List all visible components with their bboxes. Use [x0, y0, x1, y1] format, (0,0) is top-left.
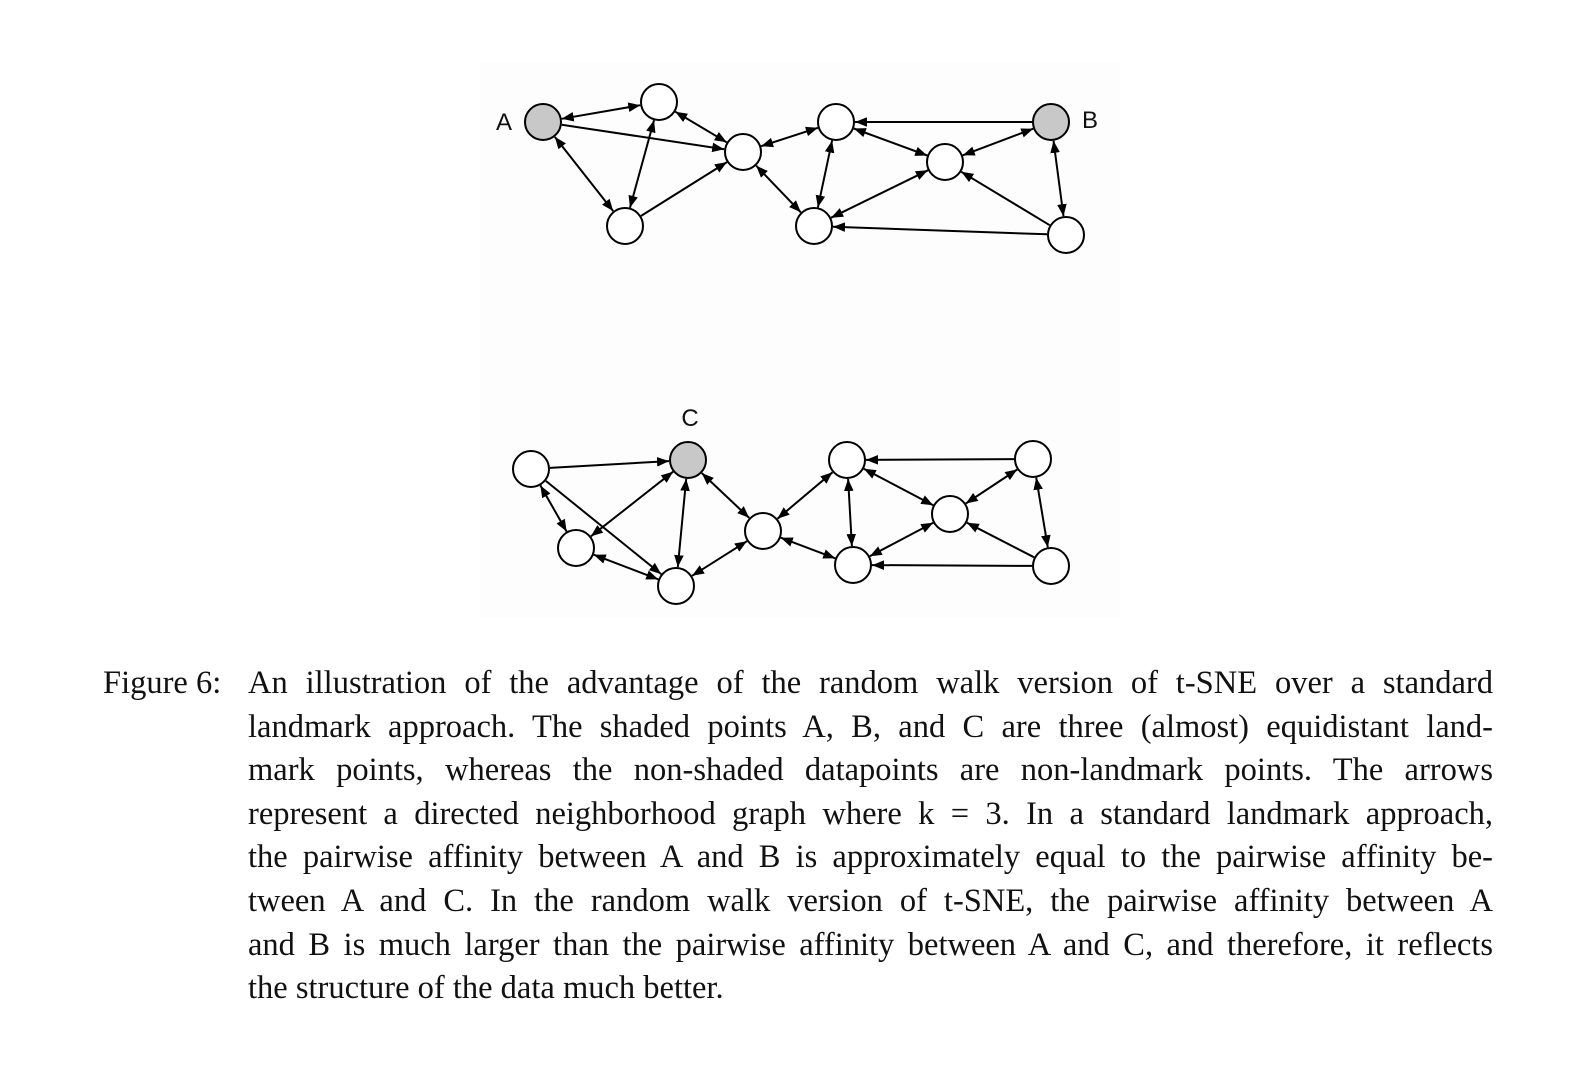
graph-node: [931, 495, 969, 533]
graph-node: [834, 546, 872, 584]
graph-node: [1047, 216, 1085, 254]
graph-node: [1014, 440, 1052, 478]
caption-line: mark points, whereas the non-shaded data…: [248, 752, 1493, 789]
graph-node: [512, 450, 550, 488]
neighborhood-graph-figure: A B C: [496, 83, 1098, 605]
graph-edge-arrow: [1033, 477, 1051, 548]
caption-line: the pairwise affinity between A and B is…: [248, 839, 1493, 876]
graph-node: [744, 512, 782, 550]
caption-line: represent a directed neighborhood graph …: [248, 795, 1493, 832]
graph-edge-arrow: [960, 170, 1051, 227]
graph-edge-arrow: [760, 126, 819, 148]
graph-edge-arrow: [561, 123, 725, 153]
graph-edge-arrow: [755, 165, 802, 213]
graph-node: [724, 133, 762, 171]
caption-label: Figure 6:: [103, 665, 222, 701]
graph-edge-arrow: [590, 470, 674, 538]
graph-edge-arrow: [965, 468, 1018, 505]
node-label-b: B: [1082, 107, 1098, 134]
landmark-node-c: [669, 441, 707, 479]
edges-layer: [539, 102, 1067, 581]
graph-node: [1032, 547, 1070, 585]
graph-edge-arrow: [966, 521, 1035, 559]
caption-line: the structure of the data much better.: [248, 970, 724, 1007]
graph-edge-arrow: [691, 540, 748, 577]
graph-node: [795, 207, 833, 245]
graph-edge-arrow: [640, 161, 728, 217]
node-label-a: A: [496, 109, 512, 136]
caption-body: An illustration of the advantage of the …: [248, 662, 1493, 1011]
caption-line: An illustration of the advantage of the …: [248, 665, 1493, 701]
graph-node: [657, 567, 695, 605]
caption-line: tween A and C. In the random walk versio…: [248, 882, 1493, 919]
graph-node: [606, 207, 644, 245]
graph-edge-arrow: [674, 110, 728, 144]
landmark-node-b: [1032, 103, 1070, 141]
graph-edge-arrow: [701, 472, 750, 519]
graph-edge-arrow: [815, 140, 835, 208]
graph-node: [926, 143, 964, 181]
caption-line: and B is much larger than the pairwise a…: [248, 926, 1493, 963]
graph-edge-arrow: [549, 456, 670, 469]
graph-edge-arrow: [1050, 140, 1067, 217]
graph-edge-arrow: [539, 485, 568, 532]
graph-edge-arrow: [776, 471, 834, 520]
node-label-c: C: [681, 405, 698, 432]
graph-edge-arrow: [561, 102, 641, 122]
graph-edge-arrow: [962, 127, 1034, 157]
graph-edge-arrow: [554, 136, 614, 212]
graph-node: [557, 529, 595, 567]
graph-edge-arrow: [865, 455, 1015, 465]
graph-edge-arrow: [832, 222, 1048, 236]
graph-edge-arrow: [863, 467, 934, 507]
graph-edge-arrow: [853, 127, 928, 157]
graph-edge-arrow: [843, 478, 857, 547]
graph-edge-arrow: [869, 521, 934, 558]
nodes-layer: [512, 83, 1085, 605]
graph-node: [828, 441, 866, 479]
graph-edge-arrow: [830, 169, 929, 219]
graph-edge-arrow: [593, 553, 659, 581]
graph-node: [817, 103, 855, 141]
caption-line: landmark approach. The shaded points A, …: [248, 708, 1493, 745]
graph-edge-arrow: [780, 536, 836, 560]
graph-edge-arrow: [628, 120, 656, 208]
graph-node: [640, 83, 678, 121]
graph-edge-arrow: [674, 478, 690, 568]
graph-edge-arrow: [871, 560, 1033, 570]
landmark-node-a: [524, 103, 562, 141]
